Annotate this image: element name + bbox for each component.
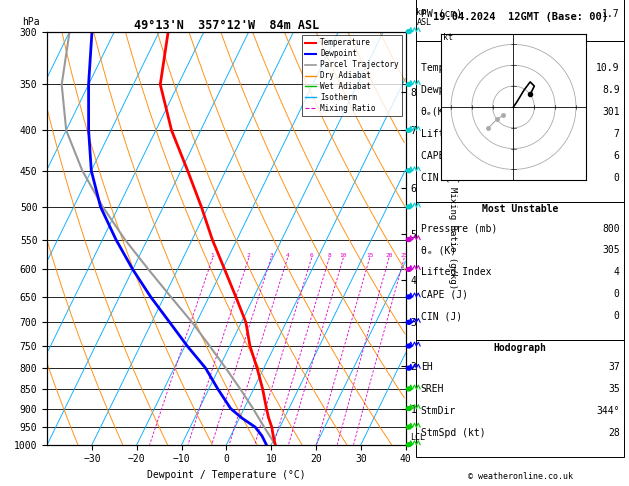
Text: 7: 7	[614, 129, 620, 139]
Text: 0: 0	[614, 173, 620, 183]
Text: SREH: SREH	[421, 384, 444, 394]
Title: 49°13'N  357°12'W  84m ASL: 49°13'N 357°12'W 84m ASL	[134, 18, 319, 32]
Text: CAPE (J): CAPE (J)	[421, 289, 467, 299]
Text: 19.04.2024  12GMT (Base: 00): 19.04.2024 12GMT (Base: 00)	[433, 12, 608, 22]
Text: 10.9: 10.9	[596, 63, 620, 73]
Text: 3: 3	[269, 253, 273, 258]
Text: StmSpd (kt): StmSpd (kt)	[421, 428, 486, 438]
Text: 800: 800	[602, 224, 620, 234]
Text: © weatheronline.co.uk: © weatheronline.co.uk	[468, 472, 572, 481]
Text: 6: 6	[310, 253, 313, 258]
Text: 305: 305	[602, 245, 620, 256]
Text: StmDir: StmDir	[421, 406, 456, 416]
Text: Most Unstable: Most Unstable	[482, 204, 559, 214]
Text: Lifted Index: Lifted Index	[421, 267, 491, 278]
X-axis label: Dewpoint / Temperature (°C): Dewpoint / Temperature (°C)	[147, 470, 306, 480]
Text: LCL: LCL	[410, 433, 425, 442]
Text: 35: 35	[608, 384, 620, 394]
Text: 15: 15	[366, 253, 374, 258]
Legend: Temperature, Dewpoint, Parcel Trajectory, Dry Adiabat, Wet Adiabat, Isotherm, Mi: Temperature, Dewpoint, Parcel Trajectory…	[302, 35, 402, 116]
Text: kt: kt	[443, 33, 453, 42]
Text: 1.7: 1.7	[602, 8, 620, 18]
Text: Hodograph: Hodograph	[494, 343, 547, 353]
Text: θₑ (K): θₑ (K)	[421, 245, 456, 256]
Text: CIN (J): CIN (J)	[421, 311, 462, 321]
Text: 301: 301	[602, 107, 620, 117]
Text: Lifted Index: Lifted Index	[421, 129, 491, 139]
Text: km
ASL: km ASL	[416, 8, 431, 27]
Text: 6: 6	[614, 151, 620, 161]
Text: 4: 4	[286, 253, 289, 258]
Text: CAPE (J): CAPE (J)	[421, 151, 467, 161]
Text: 344°: 344°	[596, 406, 620, 416]
Text: CIN (J): CIN (J)	[421, 173, 462, 183]
Text: Temp (°C): Temp (°C)	[421, 63, 474, 73]
Text: 37: 37	[608, 362, 620, 372]
Text: 28: 28	[608, 428, 620, 438]
Text: 20: 20	[385, 253, 392, 258]
Text: 2: 2	[247, 253, 251, 258]
Text: Surface: Surface	[499, 44, 541, 54]
Text: PW (cm): PW (cm)	[421, 8, 462, 18]
Text: 8.9: 8.9	[602, 85, 620, 95]
Text: θₑ(K): θₑ(K)	[421, 107, 450, 117]
Text: 0: 0	[614, 289, 620, 299]
Text: 4: 4	[614, 267, 620, 278]
Text: hPa: hPa	[22, 17, 40, 27]
Text: 0: 0	[614, 311, 620, 321]
Text: Pressure (mb): Pressure (mb)	[421, 224, 497, 234]
Text: 1: 1	[211, 253, 214, 258]
Text: 10: 10	[340, 253, 347, 258]
Text: EH: EH	[421, 362, 432, 372]
Text: Mixing Ratio (g/kg): Mixing Ratio (g/kg)	[448, 187, 457, 289]
Text: Dewp (°C): Dewp (°C)	[421, 85, 474, 95]
Text: 8: 8	[328, 253, 331, 258]
Text: 25: 25	[401, 253, 408, 258]
